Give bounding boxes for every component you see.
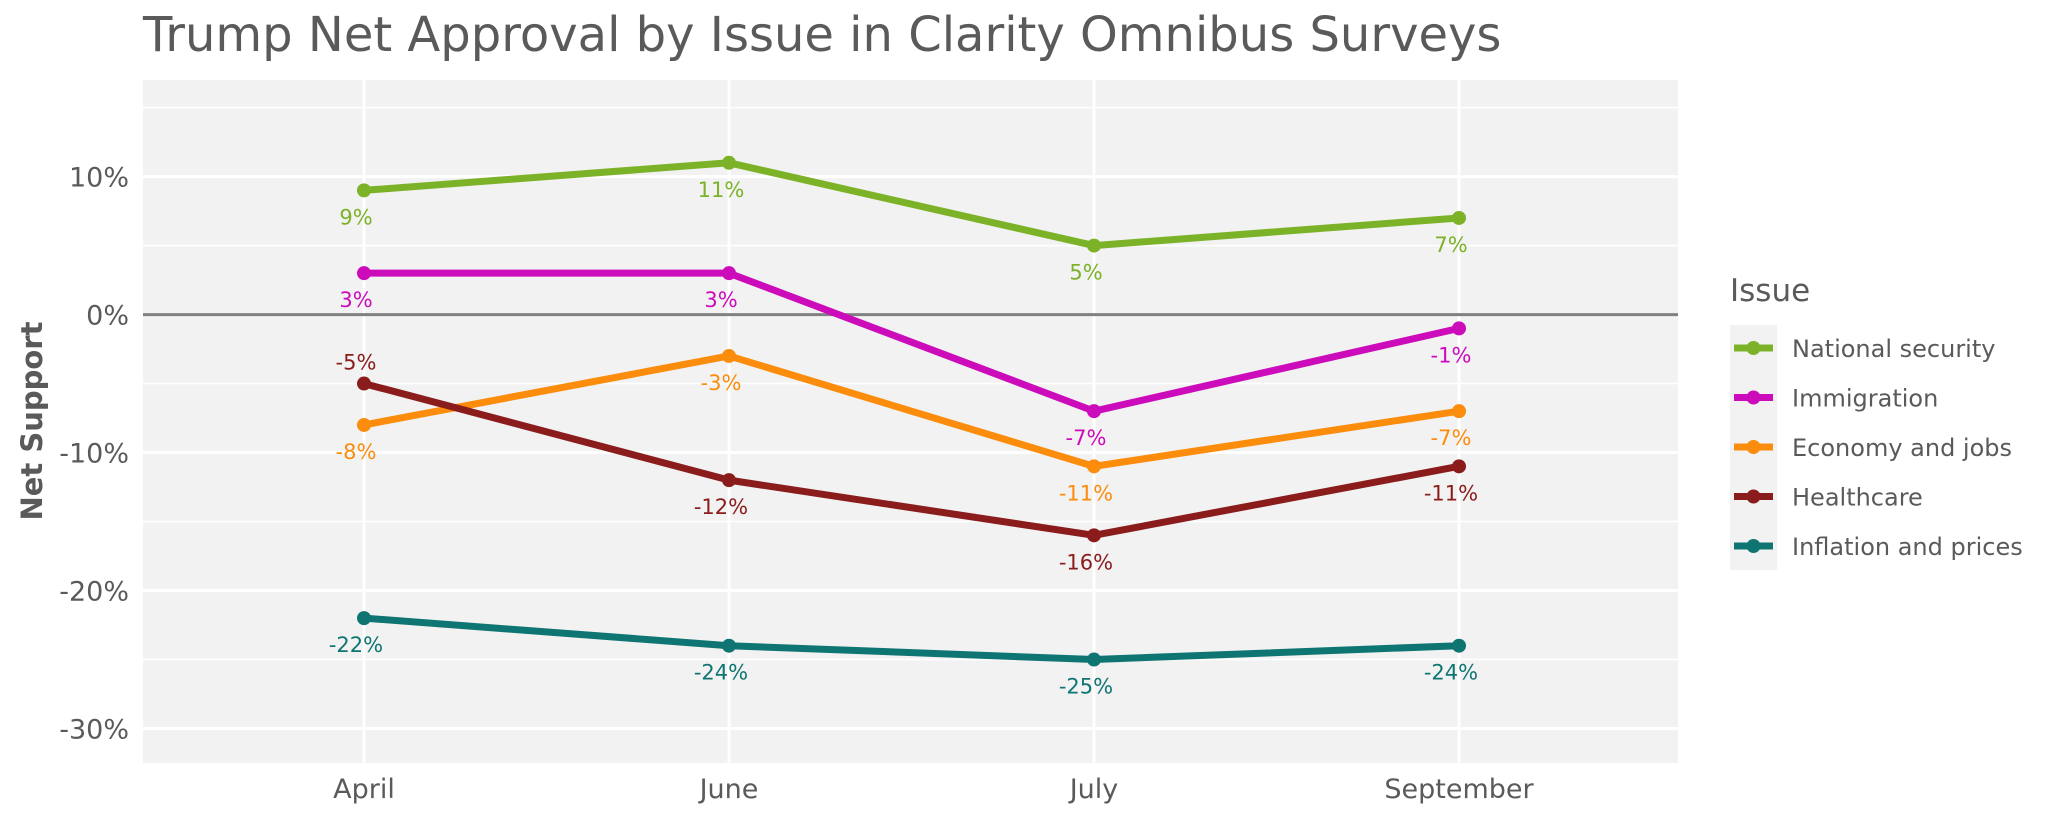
series-line <box>360 380 1463 539</box>
legend-label: National security <box>1792 335 1995 363</box>
data-label: 11% <box>698 178 745 202</box>
data-point <box>1087 404 1101 419</box>
data-label: 3% <box>339 288 372 312</box>
data-label: -8% <box>336 440 377 464</box>
data-point <box>1452 638 1466 653</box>
data-point <box>357 376 371 391</box>
y-tick-label: -30% <box>59 715 129 746</box>
series-line <box>360 159 1463 250</box>
legend-swatch-point <box>1746 341 1761 355</box>
data-label: -5% <box>336 351 377 375</box>
x-axis-ticks: April June July September <box>333 774 1534 805</box>
data-point <box>357 417 371 432</box>
legend-label: Economy and jobs <box>1792 434 2012 462</box>
series-economy-and-jobs: -8% -3% -11% -7% <box>336 348 1472 505</box>
x-tick-label: September <box>1384 774 1534 805</box>
data-point <box>1452 459 1466 474</box>
data-label: 3% <box>704 288 737 312</box>
data-point <box>1452 321 1466 336</box>
data-point <box>357 183 371 198</box>
series-inflation-and-prices: -22% -24% -25% -24% <box>329 611 1478 699</box>
legend-swatch-point <box>1746 440 1761 454</box>
data-label: 9% <box>339 205 372 229</box>
series-immigration: 3% 3% -7% -1% <box>339 266 1471 450</box>
data-label: 5% <box>1069 261 1102 285</box>
series-healthcare: -5% -12% -16% -11% <box>336 351 1479 575</box>
x-tick-label: April <box>333 774 395 805</box>
data-point <box>1452 404 1466 419</box>
y-tick-label: 0% <box>86 301 129 332</box>
data-label: -11% <box>1424 481 1478 505</box>
legend-label: Immigration <box>1792 385 1938 413</box>
data-label: -12% <box>694 495 748 519</box>
data-point <box>1087 459 1101 474</box>
series-group: 9%11%5%7%3% 3%-7%-1%-8%-3%-11%-7%-5%-12%-… <box>329 155 1479 699</box>
data-label: 7% <box>1434 233 1467 257</box>
data-point <box>1087 238 1101 253</box>
data-label: -25% <box>1059 675 1113 699</box>
x-tick-label: July <box>1068 774 1119 805</box>
y-axis-label: Net Support <box>15 321 49 520</box>
legend-swatch-point <box>1746 390 1761 405</box>
data-label: -22% <box>329 633 383 657</box>
data-point <box>722 473 736 488</box>
legend-item: Healthcare <box>1734 484 1923 512</box>
data-label: -1% <box>1431 343 1472 367</box>
legend-label: Healthcare <box>1792 484 1923 512</box>
y-tick-label: 10% <box>69 163 129 194</box>
data-label: -24% <box>1424 661 1478 685</box>
data-point <box>722 155 736 170</box>
legend-item: Economy and jobs <box>1734 434 2012 462</box>
data-point <box>357 266 371 281</box>
legend-item: Immigration <box>1734 385 1938 413</box>
legend: Issue National security Immigration Econom… <box>1730 273 2023 570</box>
data-label: -3% <box>701 371 742 395</box>
data-point <box>722 348 736 363</box>
series-national-security: 9% 11% 5% 7% <box>339 155 1468 285</box>
legend-item: National security <box>1734 335 1995 363</box>
data-point <box>357 611 371 626</box>
data-point <box>722 638 736 653</box>
legend-swatch-point <box>1746 489 1761 504</box>
data-point <box>1087 652 1101 667</box>
series-line <box>360 614 1463 664</box>
x-tick-label: June <box>698 774 759 805</box>
chart-title: Trump Net Approval by Issue in Clarity O… <box>142 7 1501 63</box>
data-point <box>1087 528 1101 543</box>
legend-label: Inflation and prices <box>1792 533 2023 561</box>
data-point <box>1452 210 1466 225</box>
y-axis-ticks: 10% 0% -10% -20% -30% <box>59 163 129 746</box>
data-label: -16% <box>1059 550 1113 574</box>
legend-title: Issue <box>1730 273 1810 309</box>
y-tick-label: -10% <box>59 439 129 470</box>
data-label: -7% <box>1431 426 1472 450</box>
data-label: -11% <box>1059 481 1113 505</box>
series-line <box>360 269 1463 415</box>
legend-item: Inflation and prices <box>1734 533 2023 561</box>
y-tick-label: -20% <box>59 577 129 608</box>
data-label: -24% <box>694 661 748 685</box>
legend-swatch-point <box>1746 539 1761 553</box>
series-line <box>360 352 1463 470</box>
data-point <box>722 266 736 281</box>
data-label: -7% <box>1066 426 1107 450</box>
